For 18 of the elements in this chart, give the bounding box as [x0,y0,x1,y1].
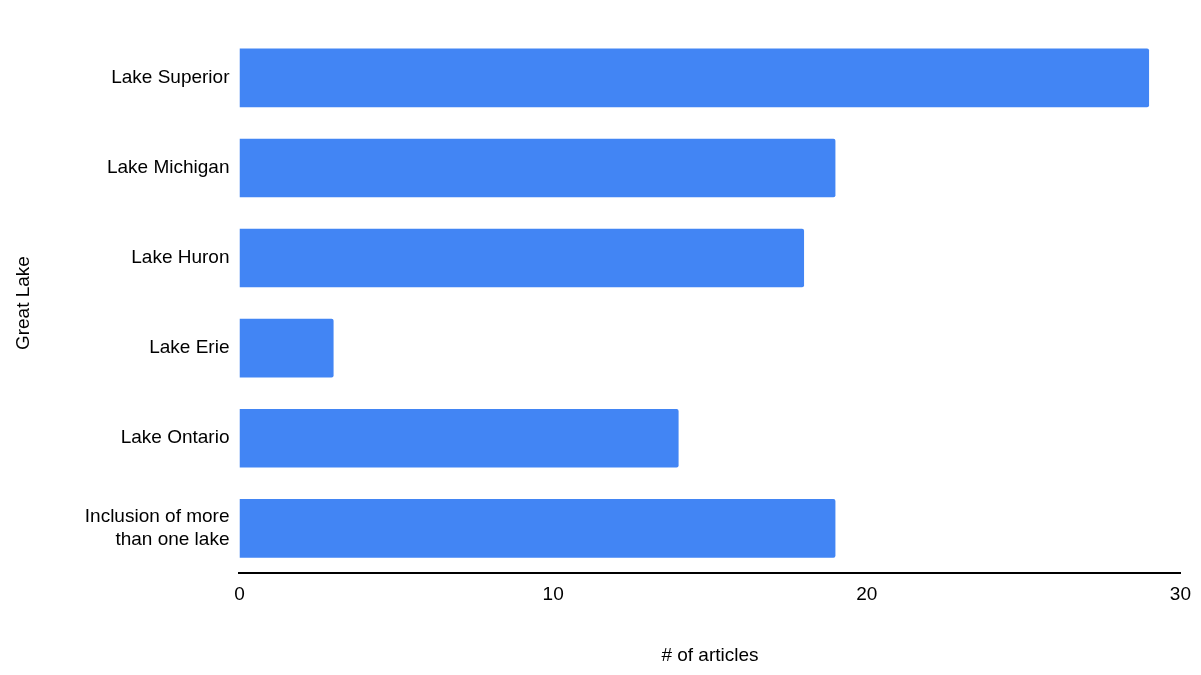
x-tick-label: 0 [234,583,245,605]
y-tick-label: Lake Ontario [120,426,230,448]
bar [239,48,1150,108]
x-axis-title: # of articles [661,643,759,665]
x-tick-label: 20 [856,583,878,605]
x-tick-label: 30 [1169,583,1191,605]
bar [239,408,679,468]
y-tick-label: Inclusion of more than one lake [84,505,230,549]
bar [239,318,334,378]
bar [239,138,836,198]
y-axis-title: Great Lake [11,256,33,351]
y-tick-label: Lake Michigan [106,156,230,178]
y-tick-label: Lake Huron [131,246,230,268]
y-tick-label: Lake Erie [149,336,230,358]
bar [239,228,805,288]
bar [239,499,836,558]
x-tick-label: 10 [542,583,564,605]
y-tick-label: Lake Superior [111,66,231,88]
